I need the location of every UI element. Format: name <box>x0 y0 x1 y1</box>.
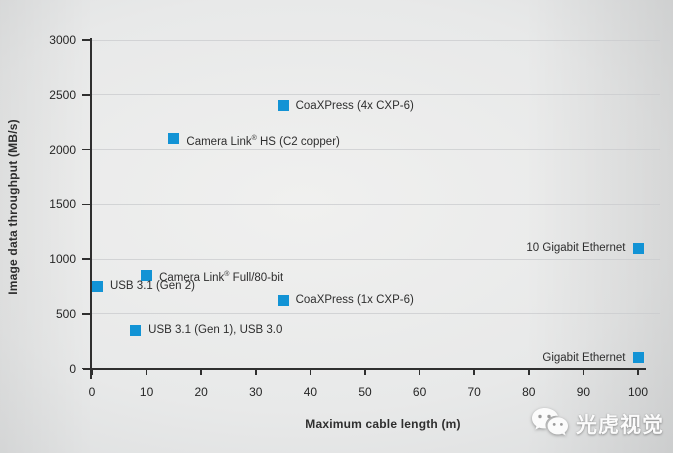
x-tick <box>418 368 421 375</box>
data-point-marker <box>141 269 153 281</box>
x-tick <box>91 368 93 375</box>
x-tick-label: 10 <box>139 385 154 399</box>
data-point-label: Camera Link® Full/80-bit <box>159 271 284 285</box>
data-point-marker <box>277 100 289 112</box>
y-tick-label: 500 <box>55 306 76 321</box>
y-tick-label: 1000 <box>49 252 76 266</box>
x-tick <box>364 368 366 375</box>
gridline <box>92 203 660 205</box>
data-point-marker <box>277 294 289 306</box>
y-tick <box>82 94 91 96</box>
x-tick-label: 60 <box>412 385 427 399</box>
x-tick-label: 0 <box>88 385 96 399</box>
data-point-marker <box>91 280 103 292</box>
x-tick-label: 70 <box>467 385 481 399</box>
data-point-marker <box>168 133 180 145</box>
watermark: 光虎视觉 <box>530 406 664 442</box>
gridline <box>92 313 660 315</box>
x-tick-label: 20 <box>194 385 208 399</box>
data-point-label: CoaXPress (4x CXP-6) <box>295 99 414 112</box>
y-axis-label: Image data throughput (MB/s) <box>6 119 20 295</box>
x-axis-label: Maximum cable length (m) <box>305 417 461 431</box>
gridline <box>92 94 660 96</box>
y-tick <box>82 313 91 315</box>
y-tick-label: 2000 <box>49 142 76 157</box>
data-point-label: USB 3.1 (Gen 2) <box>109 280 195 293</box>
x-tick <box>582 368 585 375</box>
data-point-label: Gigabit Ethernet <box>542 351 626 364</box>
x-tick-label: 100 <box>627 385 649 399</box>
y-tick <box>82 258 91 260</box>
gridline <box>92 39 660 41</box>
x-tick-label: 50 <box>358 385 372 399</box>
wechat-icon <box>530 406 570 442</box>
gridline <box>92 149 660 150</box>
y-tick-label: 3000 <box>49 33 76 47</box>
x-tick-label: 90 <box>576 385 591 399</box>
y-tick-label: 0 <box>69 361 76 376</box>
y-tick <box>82 203 91 205</box>
data-point-label: Camera Link® HS (C2 copper) <box>186 134 340 148</box>
data-point-marker <box>632 352 644 364</box>
y-tick <box>82 148 91 151</box>
x-tick-label: 80 <box>522 385 536 399</box>
data-point-label: 10 Gigabit Ethernet <box>526 242 626 255</box>
x-tick <box>309 368 312 375</box>
y-tick <box>82 39 91 41</box>
watermark-text: 光虎视觉 <box>576 414 664 437</box>
y-tick <box>82 367 91 370</box>
x-tick-label: 40 <box>303 385 318 399</box>
data-point-marker <box>130 324 142 336</box>
y-tick-label: 1500 <box>49 197 76 212</box>
y-axis-line <box>90 38 92 379</box>
gridline <box>92 258 660 260</box>
x-tick <box>473 368 475 375</box>
y-tick-label: 2500 <box>49 87 76 102</box>
data-point-label: CoaXPress (1x CXP-6) <box>295 294 414 307</box>
data-point-marker <box>632 242 644 254</box>
x-tick <box>200 368 202 375</box>
x-tick-label: 30 <box>249 385 263 399</box>
x-tick <box>528 368 530 375</box>
x-tick <box>255 368 257 375</box>
x-tick <box>145 368 148 375</box>
x-tick <box>637 368 639 375</box>
data-point-label: USB 3.1 (Gen 1), USB 3.0 <box>148 324 283 337</box>
